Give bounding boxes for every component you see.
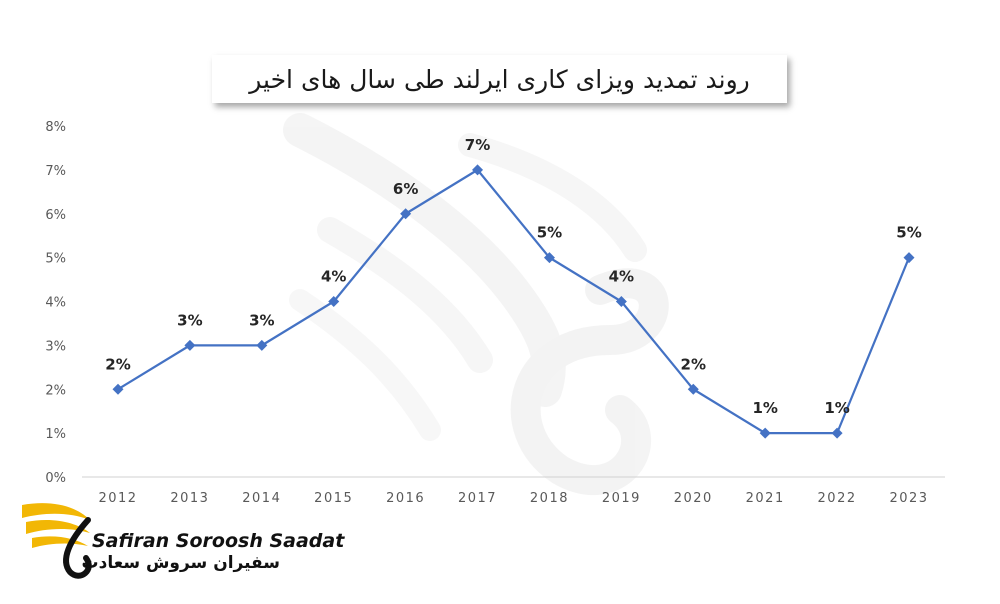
x-tick-label: 2020 (674, 491, 713, 506)
data-point-marker (400, 208, 412, 220)
label-group: 2% 3% 3% 4% 6% 7% 5% 4% 2% 1% 1% 5% (105, 136, 921, 417)
data-label: 5% (896, 224, 921, 242)
watermark-swan-icon (283, 113, 669, 496)
data-label: 4% (321, 268, 346, 286)
data-label: 2% (105, 355, 130, 373)
x-tick-label: 2014 (242, 491, 281, 506)
x-tick-label: 2018 (530, 491, 569, 506)
data-point-marker (328, 296, 340, 307)
x-tick-label: 2017 (458, 491, 497, 506)
y-tick-label: 1% (45, 427, 66, 442)
x-tick-label: 2013 (170, 491, 209, 506)
logo-persian-text: سفیران سروش سعادت (81, 553, 280, 573)
y-tick-label: 6% (45, 208, 66, 223)
x-tick-label: 2015 (314, 491, 353, 506)
y-tick-label: 4% (45, 296, 66, 311)
data-point-marker (687, 383, 699, 395)
data-label: 4% (609, 268, 634, 286)
data-point-marker (256, 339, 268, 351)
y-tick-label: 0% (45, 471, 66, 486)
data-point-marker (112, 383, 124, 395)
data-label: 3% (177, 311, 202, 329)
data-label: 1% (824, 399, 849, 417)
y-tick-label: 7% (45, 164, 66, 179)
data-point-marker (543, 252, 555, 264)
x-tick-label: 2016 (386, 491, 425, 506)
data-label: 7% (465, 136, 490, 154)
y-tick-label: 8% (45, 120, 66, 135)
chart-title: روند تمدید ویزای کاری ایرلند طی سال های … (249, 64, 750, 94)
data-point-marker (184, 339, 196, 351)
data-label: 6% (393, 180, 418, 198)
x-tick-label: 2022 (818, 491, 857, 506)
data-point-marker (472, 164, 484, 176)
x-tick-label: 2012 (98, 491, 137, 506)
y-tick-label: 2% (45, 383, 66, 398)
data-label: 2% (681, 355, 706, 373)
data-label: 3% (249, 311, 274, 329)
data-label: 5% (537, 224, 562, 242)
axis-group: 0% 1% 2% 3% 4% 5% 6% 7% 8% 2012 2013 2014 2015 2016 20… (45, 120, 945, 506)
x-tick-label: 2021 (746, 491, 785, 506)
y-tick-label: 3% (45, 339, 66, 354)
chart-title-box: روند تمدید ویزای کاری ایرلند طی سال های … (212, 55, 787, 103)
logo-wing-icon (22, 503, 92, 579)
y-tick-label: 5% (45, 252, 66, 267)
data-point-marker (759, 427, 771, 439)
series-line (117, 168, 911, 435)
plot-group (112, 164, 915, 439)
data-point-marker (615, 296, 627, 307)
data-point-marker (831, 427, 843, 439)
x-tick-label: 2019 (602, 491, 641, 506)
data-point-marker (903, 252, 915, 264)
logo-latin-text: Safiran Soroosh Saadat (92, 530, 345, 552)
x-tick-label: 2023 (889, 491, 928, 506)
data-label: 1% (752, 399, 777, 417)
